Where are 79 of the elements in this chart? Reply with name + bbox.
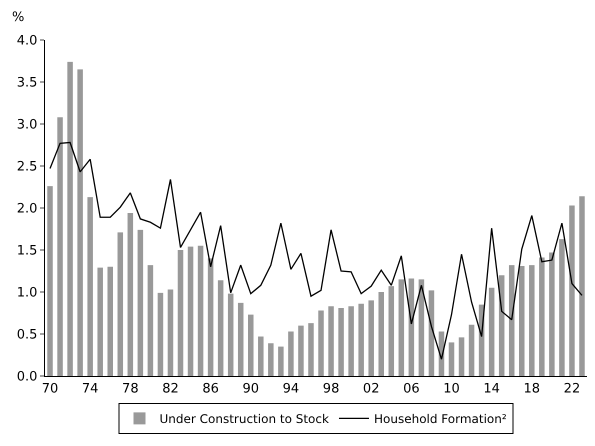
legend-label: Household Formation²: [374, 412, 507, 426]
bar: [448, 342, 454, 376]
bar: [208, 258, 214, 376]
bar: [508, 265, 514, 376]
bar: [67, 62, 73, 376]
bar: [519, 266, 525, 376]
bar: [539, 258, 545, 376]
x-tick-label: 78: [122, 382, 139, 397]
line-series: [49, 142, 583, 360]
bar: [549, 252, 555, 376]
x-tick-label: 06: [403, 382, 420, 397]
bar: [529, 265, 535, 376]
bar: [248, 314, 254, 376]
y-tick-label: 1.0: [16, 286, 38, 301]
bar: [559, 239, 565, 376]
x-tick-label: 90: [242, 382, 260, 397]
bar: [87, 197, 93, 376]
bar: [138, 230, 144, 376]
bar: [398, 279, 404, 376]
bar: [308, 323, 314, 376]
bar: [128, 213, 134, 376]
bar: [158, 292, 164, 376]
bar: [498, 275, 504, 376]
x-tick-label: 18: [524, 382, 540, 397]
x-tick-label: 02: [362, 382, 380, 397]
bar: [488, 288, 494, 376]
bar: [408, 278, 414, 376]
bar: [57, 117, 63, 376]
y-tick-label: 3.5: [16, 76, 38, 91]
y-tick-label: 1.5: [16, 244, 38, 259]
x-tick-label: 82: [162, 382, 179, 397]
bar: [428, 290, 434, 376]
bar: [178, 250, 184, 376]
x-tick-label: 98: [322, 382, 340, 397]
bar: [348, 306, 354, 376]
bar: [378, 292, 384, 376]
bar: [298, 326, 304, 376]
bar: [468, 324, 474, 376]
bar: [218, 280, 224, 376]
bar: [368, 300, 374, 376]
bar: [148, 265, 154, 376]
x-tick-label: 10: [443, 382, 460, 397]
bar: [278, 346, 284, 376]
bar: [288, 331, 294, 376]
bar: [238, 302, 244, 376]
x-tick-label: 70: [42, 382, 58, 397]
y-tick-label: 0.5: [16, 328, 38, 343]
bar: [338, 308, 344, 376]
y-tick-label: 2.5: [16, 160, 38, 175]
bar: [107, 266, 113, 376]
bar: [579, 196, 585, 376]
bar: [418, 279, 424, 376]
y-tick-label: 2.0: [16, 202, 38, 217]
y-tick-label: 0.0: [16, 370, 38, 385]
x-tick-label: 74: [82, 382, 98, 397]
bar: [569, 205, 575, 376]
bar: [77, 69, 83, 376]
x-tick-label: 94: [282, 382, 300, 397]
y-tick-label: 3.0: [16, 118, 38, 133]
bar: [97, 268, 103, 376]
bar: [228, 294, 234, 376]
bar: [118, 232, 124, 376]
x-tick-label: 14: [483, 382, 500, 397]
bar: [188, 246, 194, 376]
bar: [388, 286, 394, 376]
legend-label: Under Construction to Stock: [160, 412, 329, 426]
bar: [358, 304, 364, 376]
bar: [47, 186, 53, 376]
x-tick-label: 86: [202, 382, 219, 397]
bar: [168, 289, 174, 376]
bar: [268, 343, 274, 376]
bar: [328, 306, 334, 376]
bar: [458, 337, 464, 376]
bar: [258, 336, 264, 376]
bar: [198, 246, 204, 376]
x-tick-label: 22: [564, 382, 580, 397]
y-axis-title: %: [12, 10, 24, 25]
bar: [318, 310, 324, 376]
y-tick-label: 4.0: [16, 34, 38, 49]
